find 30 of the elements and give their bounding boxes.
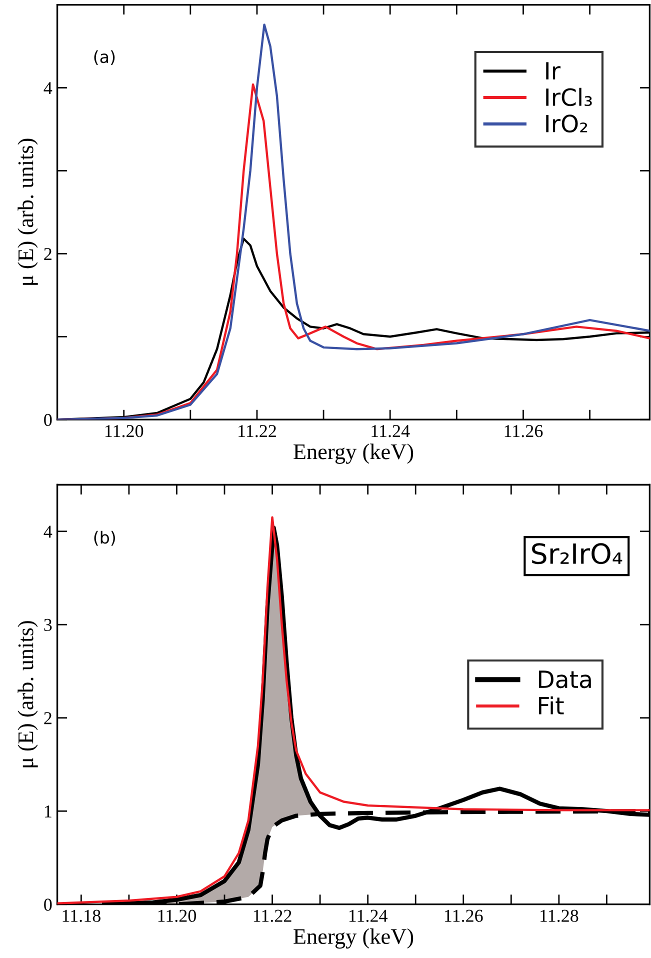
x-axis-title: Energy (keV) — [294, 928, 414, 949]
x-tick-label: 11.18 — [62, 910, 100, 922]
y-tick-label: 4 — [44, 82, 52, 94]
x-tick-label: 11.22 — [254, 910, 292, 922]
y-tick-label: 3 — [44, 618, 52, 632]
y-tick-label: 1 — [44, 805, 52, 818]
x-tick-label: 11.22 — [238, 425, 276, 438]
legend-label: Fit — [538, 696, 564, 714]
x-tick-label: 11.26 — [504, 425, 543, 438]
x-tick-label: 11.24 — [372, 425, 410, 438]
legend-label: IrO₂ — [546, 114, 588, 133]
legend-label: Data — [538, 670, 591, 688]
annotation: Sr₂IrO₄ — [532, 543, 622, 564]
y-tick-label: 0 — [44, 898, 52, 911]
x-axis-title: Energy (keV) — [294, 444, 414, 464]
x-tick-label: 11.20 — [158, 910, 196, 922]
y-tick-label: 2 — [44, 248, 52, 260]
x-tick-label: 11.26 — [444, 910, 483, 922]
y-tick-label: 4 — [44, 526, 52, 538]
legend-label: Ir — [546, 62, 561, 80]
x-tick-label: 11.24 — [349, 910, 388, 922]
y-axis-title: μ (E) (arb. units) — [18, 621, 38, 768]
x-tick-label: 11.28 — [540, 910, 578, 922]
legend-label: IrCl₃ — [546, 88, 592, 106]
y-tick-label: 0 — [44, 414, 52, 426]
annotation: (a) — [94, 50, 115, 66]
annotation: (b) — [94, 530, 115, 546]
x-tick-label: 11.20 — [105, 424, 144, 438]
y-axis-title: μ (E) (arb. units) — [18, 138, 38, 285]
y-tick-label: 2 — [44, 712, 52, 724]
